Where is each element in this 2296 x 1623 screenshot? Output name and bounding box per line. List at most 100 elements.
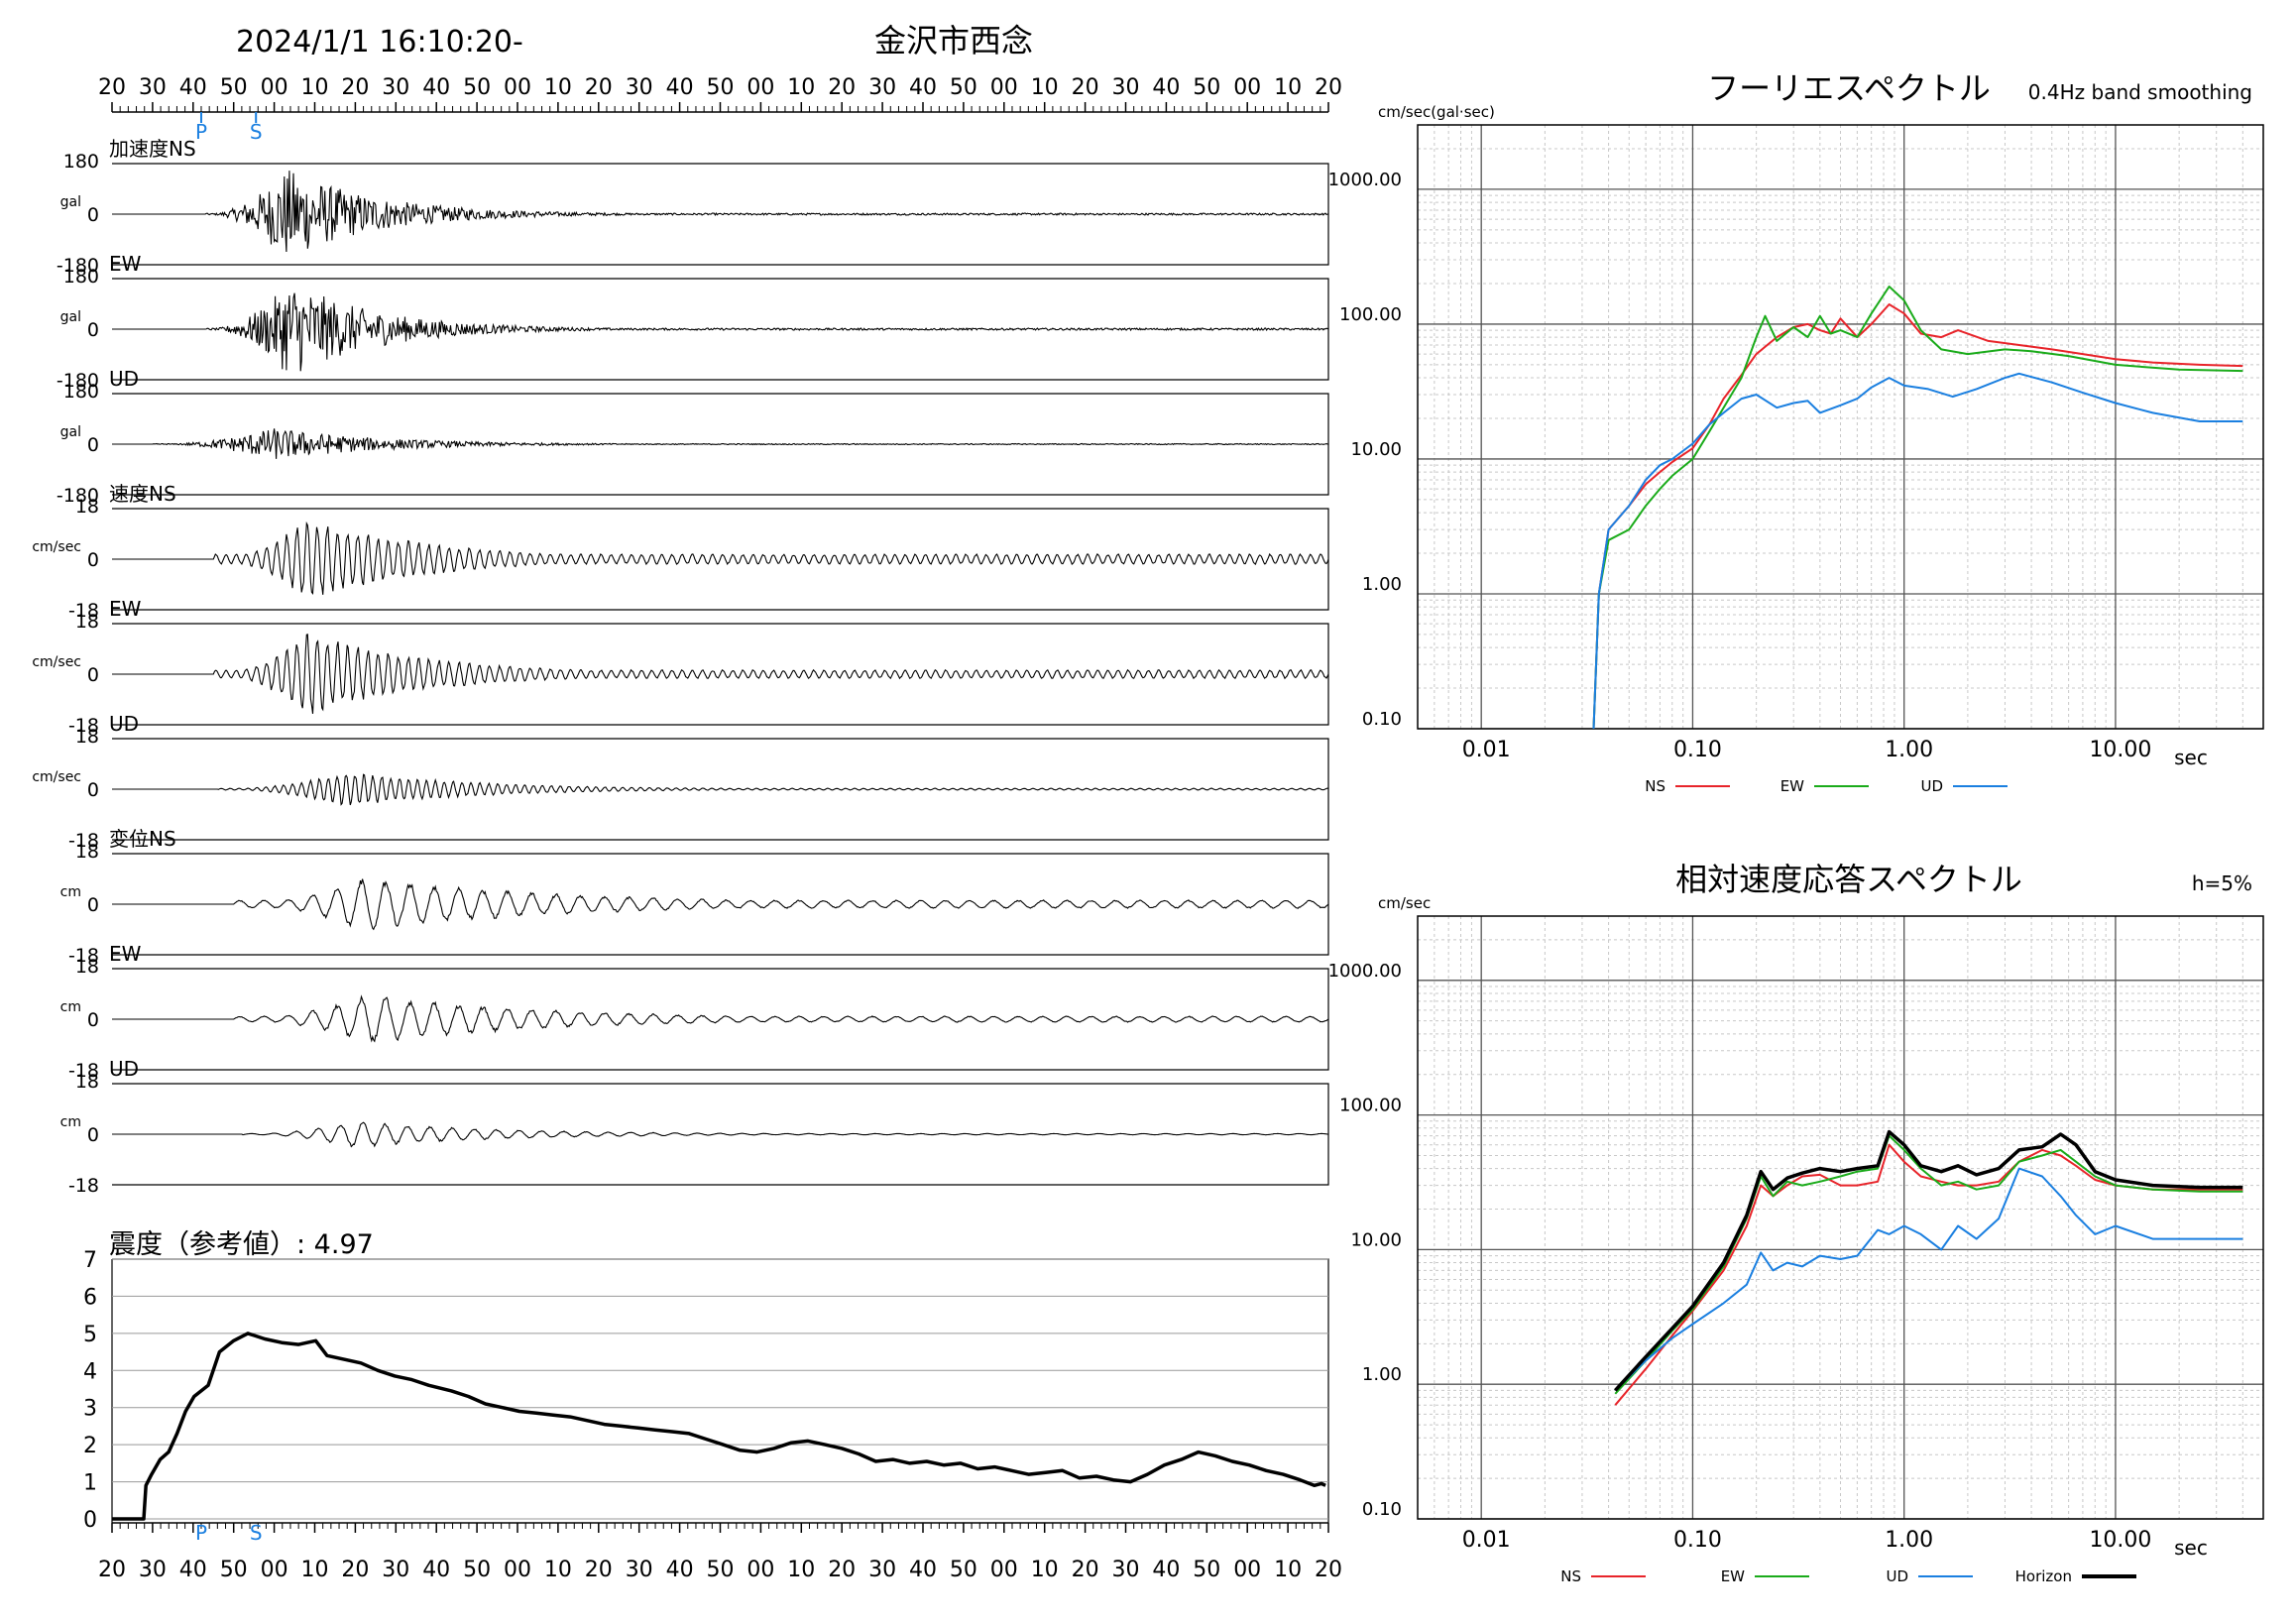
fourier-series-ud: [1592, 372, 2243, 730]
fourier-y-tick-label: 100.00: [1339, 304, 1402, 325]
bottom-tick-label: 30: [626, 1558, 653, 1582]
bottom-tick-label: 10: [544, 1558, 572, 1582]
waveform-ymin: -18: [68, 945, 99, 967]
intensity-frame: [111, 1258, 1329, 1523]
bottom-tick-label: 50: [707, 1558, 735, 1582]
response-y-tick-label: 10.00: [1350, 1229, 1402, 1250]
fourier-y-tick-label: 1000.00: [1328, 170, 1402, 190]
top-tick-label: 40: [422, 75, 450, 100]
bottom-tick-label: 00: [990, 1558, 1018, 1582]
response-x-tick-label: 0.10: [1673, 1528, 1722, 1553]
bottom-tick-label: 40: [666, 1558, 694, 1582]
waveform-trace: [112, 521, 1329, 595]
fourier-title: フーリエスペクトル: [1707, 69, 1991, 107]
top-tick-label: 50: [1193, 75, 1220, 100]
response-series-ud: [1614, 1167, 2243, 1392]
top-tick-label: 50: [950, 75, 977, 100]
waveform-panel-ns: 18 0 -18 cm 変位NS: [60, 827, 1329, 967]
bottom-tick-label: 30: [1112, 1558, 1140, 1582]
waveform-label: EW: [109, 942, 142, 966]
waveform-frame: [112, 738, 1329, 841]
top-tick-label: 20: [1072, 75, 1099, 100]
response-legend-label: EW: [1721, 1567, 1745, 1585]
waveform-panel-ew: 18 0 -18 cm/sec EW: [32, 597, 1329, 737]
response-y-tick-label: 1000.00: [1328, 961, 1402, 982]
waveform-unit: cm/sec: [32, 539, 81, 555]
p-arrival-label: P: [195, 120, 207, 144]
bottom-tick-label: 30: [382, 1558, 409, 1582]
response-frame: [1417, 915, 2264, 1520]
response-x-tick-label: 1.00: [1885, 1528, 1933, 1553]
top-tick-label: 30: [1112, 75, 1140, 100]
waveform-unit: cm: [60, 1114, 81, 1130]
waveform-ymin: -18: [68, 1175, 99, 1197]
top-tick-label: 50: [220, 75, 248, 100]
top-tick-label: 40: [1152, 75, 1180, 100]
fourier-x-tick-label: 1.00: [1885, 738, 1933, 762]
waveform-panel-ud: 18 0 -18 cm/sec UD: [32, 712, 1329, 852]
response-legend-label: Horizon: [2015, 1567, 2072, 1585]
waveform-ymax: 180: [63, 381, 99, 403]
fourier-note: 0.4Hz band smoothing: [2028, 80, 2252, 104]
fourier-x-tick-label: 0.10: [1673, 738, 1722, 762]
top-tick-label: 00: [504, 75, 531, 100]
top-tick-label: 20: [98, 75, 126, 100]
top-tick-label: 30: [626, 75, 653, 100]
waveform-panel-ud: 180 0 -180 gal UD: [57, 367, 1329, 507]
top-tick-label: 50: [463, 75, 491, 100]
top-tick-label: 40: [909, 75, 937, 100]
waveform-zero: 0: [87, 779, 99, 801]
waveform-label: 加速度NS: [109, 137, 196, 161]
top-tick-label: 00: [261, 75, 288, 100]
bottom-tick-label: 00: [1233, 1558, 1261, 1582]
response-y-tick-label: 1.00: [1362, 1364, 1402, 1385]
waveform-label: EW: [109, 252, 142, 276]
waveform-ymin: -18: [68, 600, 99, 622]
bottom-tick-label: 20: [341, 1558, 369, 1582]
intensity-tick-label: 6: [83, 1285, 97, 1310]
response-x-tick-label: 0.01: [1462, 1528, 1511, 1553]
fourier-series-ew: [1592, 286, 2243, 730]
waveform-ymin: -18: [68, 715, 99, 737]
response-yunit: cm/sec: [1378, 894, 1431, 912]
bottom-tick-label: 30: [139, 1558, 167, 1582]
intensity-tick-label: 2: [83, 1434, 97, 1458]
waveform-label: UD: [109, 712, 139, 736]
waveform-panel-ud: 18 0 -18 cm UD: [60, 1057, 1329, 1197]
bottom-tick-label: 30: [868, 1558, 896, 1582]
bottom-tick-label: 20: [828, 1558, 856, 1582]
waveform-ymin: -18: [68, 830, 99, 852]
top-tick-label: 20: [828, 75, 856, 100]
bottom-tick-label: 10: [1274, 1558, 1302, 1582]
waveform-unit: cm/sec: [32, 654, 81, 670]
fourier-spectrum-panel: フーリエスペクトル 0.4Hz band smoothing cm/sec(gal·…: [1328, 69, 2264, 795]
waveform-unit: gal: [60, 309, 81, 325]
top-tick-label: 40: [666, 75, 694, 100]
top-tick-label: 20: [341, 75, 369, 100]
response-note: h=5%: [2192, 871, 2252, 895]
bottom-tick-label: 40: [422, 1558, 450, 1582]
bottom-tick-label: 50: [1193, 1558, 1220, 1582]
time-axis-top: 20 30 40 50 00 10 20 30 40 50 00 10 20 30 40 50 00 10 20 30…: [98, 75, 1342, 144]
top-tick-label: 00: [990, 75, 1018, 100]
bottom-tick-label: 10: [787, 1558, 815, 1582]
bottom-tick-label: 10: [1031, 1558, 1059, 1582]
waveform-ymax: 18: [75, 841, 99, 863]
waveform-ymin: -180: [57, 370, 99, 392]
waveform-label: UD: [109, 367, 139, 391]
bottom-tick-label: 50: [463, 1558, 491, 1582]
waveform-unit: gal: [60, 194, 81, 210]
intensity-tick-label: 3: [83, 1397, 97, 1422]
intensity-tick-label: 7: [83, 1248, 97, 1273]
bottom-tick-label: 20: [1315, 1558, 1342, 1582]
response-spectrum-panel: 相対速度応答スペクトル h=5% cm/sec 1000.00 100.00 10.00 1…: [1328, 861, 2264, 1585]
fourier-y-tick-label: 0.10: [1362, 709, 1402, 730]
datetime-title: 2024/1/1 16:10:20-: [236, 25, 523, 59]
top-tick-label: 00: [1233, 75, 1261, 100]
top-tick-label: 30: [139, 75, 167, 100]
waveform-zero: 0: [87, 204, 99, 226]
fourier-frame: [1417, 124, 2264, 730]
intensity-title: 震度（参考値）: 4.97: [109, 1229, 374, 1260]
bottom-tick-label: 00: [504, 1558, 531, 1582]
top-tick-label: 10: [787, 75, 815, 100]
